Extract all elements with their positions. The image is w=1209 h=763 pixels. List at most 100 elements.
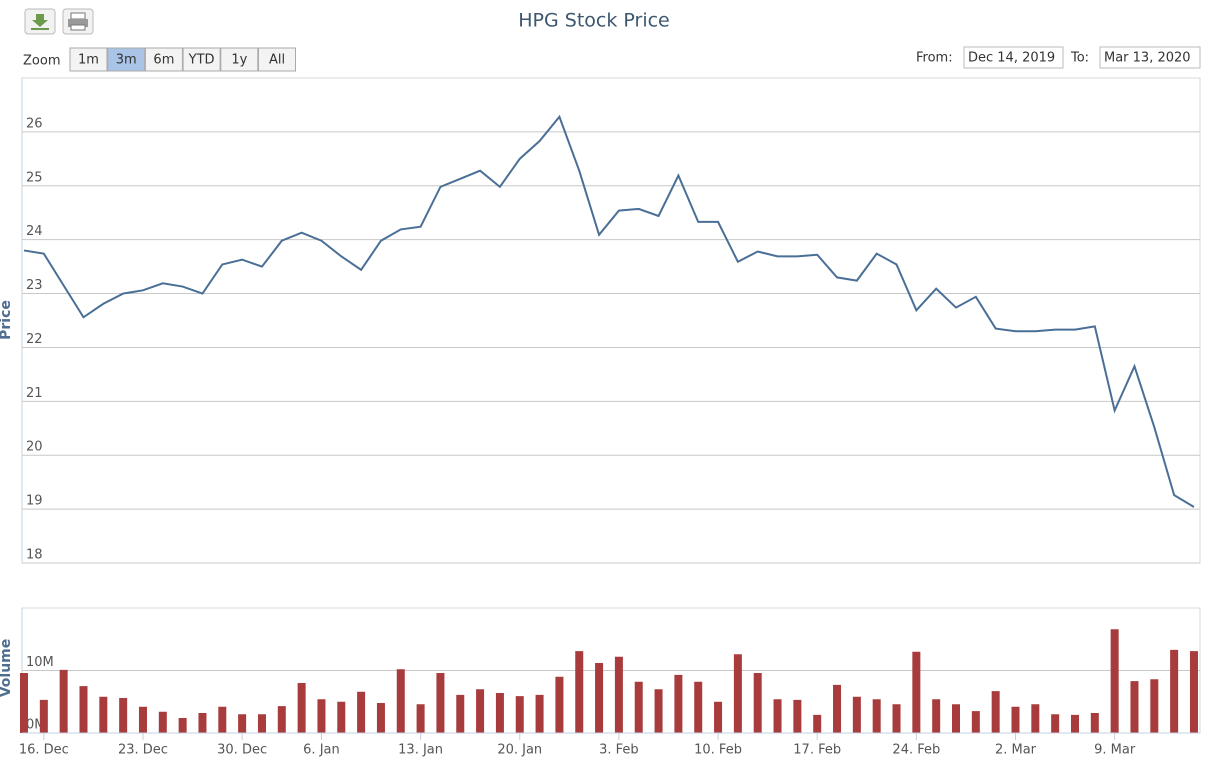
volume-bar xyxy=(396,669,405,733)
zoom-button-bg[interactable] xyxy=(107,47,146,72)
chart-title: HPG Stock Price xyxy=(518,10,669,32)
volume-bar xyxy=(535,694,544,733)
volume-bar xyxy=(773,699,782,733)
toolbar: Zoom 1m 3m 6m YTD 1y All From: Dec 14, 2019 To: Ma… xyxy=(23,46,1201,72)
zoom-button-label[interactable]: 1y xyxy=(231,53,247,68)
to-label: To: xyxy=(1070,51,1089,66)
zoom-button-bg[interactable] xyxy=(220,47,259,72)
zoom-button[interactable]: YTD xyxy=(182,47,221,72)
zoom-button-label[interactable]: All xyxy=(269,53,285,68)
y-tick-label: 20 xyxy=(26,440,43,455)
y-tick-label: 22 xyxy=(26,332,43,347)
x-tick-label: 13. Jan xyxy=(398,743,443,758)
x-tick-label: 9. Mar xyxy=(1094,743,1136,758)
from-value[interactable]: Dec 14, 2019 xyxy=(968,51,1055,66)
volume-bar xyxy=(852,696,861,733)
zoom-button-bg[interactable] xyxy=(144,47,183,72)
volume-bar xyxy=(634,681,643,733)
volume-bar xyxy=(753,673,762,733)
volume-bar xyxy=(158,711,167,733)
volume-bar xyxy=(119,698,128,733)
zoom-button-bg[interactable] xyxy=(258,47,296,72)
volume-bar xyxy=(20,673,28,733)
y-tick-label: 26 xyxy=(26,116,43,131)
volume-bar xyxy=(733,654,742,733)
download-button[interactable] xyxy=(24,8,56,35)
print-button[interactable] xyxy=(62,8,94,35)
y-tick-label: 25 xyxy=(26,170,43,185)
volume-bar xyxy=(932,699,941,733)
zoom-button-label[interactable]: 6m xyxy=(153,53,174,68)
volume-bar xyxy=(575,651,584,733)
volume-bar xyxy=(614,656,623,733)
volume-bar xyxy=(872,699,881,733)
zoom-button-label[interactable]: YTD xyxy=(188,53,215,68)
from-label: From: xyxy=(916,51,953,66)
volume-bar xyxy=(138,706,147,733)
volume-bar xyxy=(238,714,247,733)
to-value[interactable]: Mar 13, 2020 xyxy=(1104,51,1191,66)
volume-bar xyxy=(357,691,366,733)
volume-bar xyxy=(654,689,663,733)
y-axis-title: Volume xyxy=(0,639,14,698)
volume-bar xyxy=(416,704,425,733)
x-tick-label: 10. Feb xyxy=(694,743,742,758)
volume-bar xyxy=(476,689,485,733)
volume-bar xyxy=(1189,651,1198,733)
volume-bar xyxy=(515,696,524,733)
zoom-button-label[interactable]: 1m xyxy=(78,53,99,68)
volume-bar xyxy=(436,673,445,733)
volume-bar xyxy=(317,699,326,733)
y-tick-label: 19 xyxy=(26,494,43,509)
to-input[interactable] xyxy=(1099,46,1201,69)
volume-bar xyxy=(277,706,286,733)
zoom-button[interactable]: All xyxy=(258,47,296,72)
zoom-button-bg[interactable] xyxy=(182,47,221,72)
volume-bar xyxy=(971,711,980,733)
zoom-button[interactable]: 6m xyxy=(144,47,183,72)
volume-bar xyxy=(1031,704,1040,733)
volume-bar xyxy=(1070,714,1079,733)
volume-bar xyxy=(456,694,465,733)
volume-bar xyxy=(912,651,921,733)
volume-bar xyxy=(714,701,723,733)
zoom-button[interactable]: 1m xyxy=(69,47,108,72)
zoom-button-bg[interactable] xyxy=(69,47,108,72)
zoom-button-label[interactable]: 3m xyxy=(116,53,137,68)
volume-bar xyxy=(79,686,88,733)
volume-bar xyxy=(1170,649,1179,733)
volume-bar xyxy=(376,703,385,733)
y-tick-label: 18 xyxy=(26,548,43,563)
volume-bar xyxy=(59,669,68,733)
volume-bar xyxy=(198,713,207,733)
volume-bar xyxy=(178,718,187,733)
zoom-button[interactable]: 1y xyxy=(220,47,259,72)
volume-bar xyxy=(952,704,961,733)
volume-bar xyxy=(1130,681,1139,733)
y-tick-label: 10M xyxy=(26,655,54,670)
x-tick-label: 2. Mar xyxy=(995,743,1037,758)
x-tick-label: 20. Jan xyxy=(497,743,542,758)
volume-bar xyxy=(833,684,842,733)
price-line xyxy=(23,114,1195,508)
x-tick-label: 17. Feb xyxy=(793,743,841,758)
volume-bar xyxy=(1051,714,1060,733)
y-tick-label: 21 xyxy=(26,386,43,401)
volume-bar xyxy=(337,701,346,733)
volume-bar xyxy=(1110,629,1119,733)
volume-bar xyxy=(257,714,266,733)
y-tick-label: 23 xyxy=(26,278,43,293)
x-tick-label: 3. Feb xyxy=(599,743,639,758)
volume-bar xyxy=(595,663,604,733)
volume-bar xyxy=(991,691,1000,733)
x-tick-label: 23. Dec xyxy=(118,743,168,758)
volume-bar xyxy=(495,693,504,733)
from-input[interactable] xyxy=(963,46,1064,69)
volume-bar xyxy=(1150,679,1159,733)
zoom-button[interactable]: 3m xyxy=(107,47,146,72)
volume-bar xyxy=(39,699,48,733)
volume-bar xyxy=(99,696,108,733)
